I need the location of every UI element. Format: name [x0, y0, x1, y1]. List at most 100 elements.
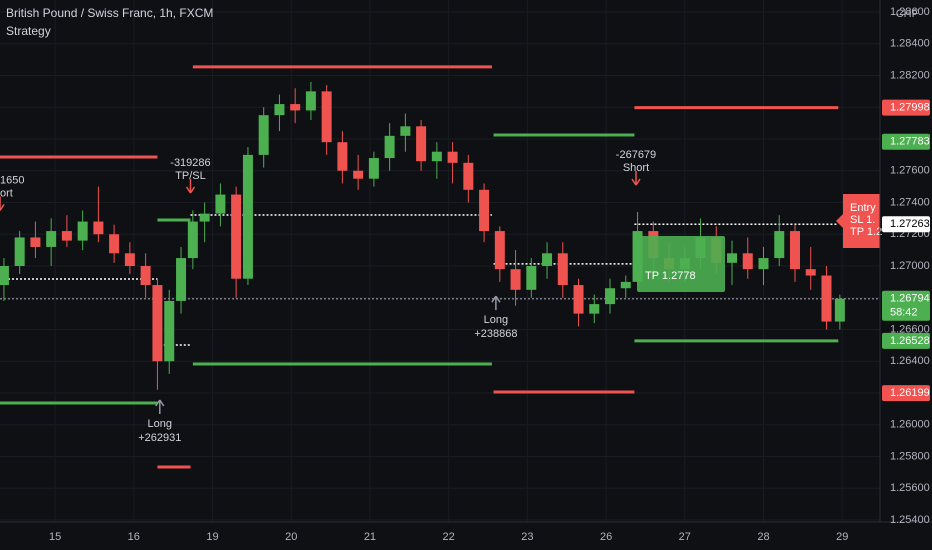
candle-body	[14, 237, 25, 266]
candle-body	[400, 126, 411, 136]
candle-body	[494, 231, 505, 270]
candle-body	[140, 266, 151, 286]
x-tick-label: 22	[443, 531, 455, 543]
y-tick-label: 1.27400	[890, 196, 930, 208]
candle-body	[416, 126, 427, 162]
x-tick-label: 27	[679, 531, 691, 543]
x-tick-label: 21	[364, 531, 376, 543]
candle-body	[742, 253, 753, 270]
y-tick-label: 1.26000	[890, 419, 930, 431]
countdown: 58:42	[890, 307, 918, 319]
candle-body	[384, 135, 395, 159]
y-tick-label: 1.25800	[890, 450, 930, 462]
candle-body	[152, 285, 163, 362]
x-tick-label: 16	[128, 531, 140, 543]
position-box-bg	[637, 236, 725, 292]
signal-label: ort	[0, 187, 13, 199]
candle-body	[30, 237, 41, 247]
y-tick-label: 1.25400	[890, 514, 930, 526]
candle-body	[215, 194, 226, 214]
candle-body	[589, 304, 600, 314]
chart-subtitle: Strategy	[6, 24, 51, 38]
signal-arrow	[491, 295, 501, 311]
candle-body	[431, 151, 442, 162]
candle-body	[605, 288, 616, 305]
trade-signal: Long +262931	[138, 399, 181, 444]
signal-label: TP/SL	[175, 170, 206, 182]
candle-body	[124, 253, 135, 266]
x-tick-label: 19	[206, 531, 218, 543]
candle-body	[573, 285, 584, 314]
x-tick-label: 28	[757, 531, 769, 543]
trade-signal: Long +238868	[474, 295, 517, 340]
candle-body	[789, 231, 800, 270]
candle-body	[77, 221, 88, 241]
candle-body	[187, 221, 198, 259]
signal-arrow	[185, 178, 196, 194]
candle-body	[542, 253, 553, 266]
x-tick-label: 23	[521, 531, 533, 543]
entry-box-label: TP 1.2	[850, 226, 882, 238]
candle-body	[758, 258, 769, 270]
signal-label: -319286	[170, 157, 210, 169]
price-label-bg	[882, 385, 930, 402]
signal-arrow	[0, 196, 5, 211]
candle-body	[231, 194, 242, 279]
candle-body	[274, 104, 285, 116]
signal-label: +238868	[474, 328, 517, 340]
x-tick-label: 29	[836, 531, 848, 543]
candle-body	[93, 221, 104, 235]
price-label-bg	[882, 332, 930, 349]
y-tick-label: 1.26400	[890, 355, 930, 367]
candle-body	[368, 158, 379, 179]
candle-body	[463, 162, 474, 190]
candle-body	[164, 300, 175, 362]
price-label: 1.27783	[890, 136, 930, 148]
signal-arrow	[155, 399, 165, 414]
candle-body	[258, 115, 269, 155]
candle-body	[242, 154, 253, 279]
candle-body	[109, 234, 120, 254]
signal-label: Short	[623, 162, 649, 174]
candle-body	[510, 269, 521, 290]
y-tick-label: 1.28600	[890, 6, 930, 18]
candle-body	[447, 151, 458, 163]
candle-body	[620, 281, 631, 289]
candle-body	[290, 104, 301, 111]
price-label-bg	[882, 99, 930, 116]
candle-body	[337, 142, 348, 171]
candle-body	[321, 91, 332, 143]
candle-body	[774, 231, 785, 259]
y-tick-label: 1.26600	[890, 323, 930, 335]
chart-title: British Pound / Swiss Franc, 1h, FXCM	[6, 6, 213, 20]
y-tick-label: 1.28400	[890, 38, 930, 50]
candle-body	[46, 231, 57, 247]
candle-body	[353, 170, 364, 179]
price-label: 1.26528	[890, 335, 930, 347]
signal-label: 1650	[0, 174, 24, 186]
x-tick-label: 15	[49, 531, 61, 543]
candle-body	[727, 253, 738, 263]
y-tick-label: 1.28200	[890, 69, 930, 81]
axes: 1.286001.284001.282001.280001.278001.276…	[49, 6, 930, 543]
signal-label: -267679	[616, 149, 656, 161]
entry-box-label: SL 1.	[850, 214, 875, 226]
entry-box-bg	[836, 194, 880, 248]
y-tick-label: 1.25600	[890, 482, 930, 494]
candle-body	[834, 298, 845, 322]
price-label: 1.26794	[890, 293, 930, 305]
y-tick-label: 1.27600	[890, 165, 930, 177]
candle-body	[821, 275, 832, 322]
currency-label[interactable]: CHF	[896, 8, 919, 20]
candle-body	[479, 189, 490, 232]
candle-body	[176, 258, 187, 301]
price-label: 1.26199	[890, 387, 930, 399]
signal-label: +262931	[138, 432, 181, 444]
price-label-bg	[882, 216, 930, 233]
y-tick-label: 1.27000	[890, 260, 930, 272]
price-label: 1.27263	[890, 218, 930, 230]
